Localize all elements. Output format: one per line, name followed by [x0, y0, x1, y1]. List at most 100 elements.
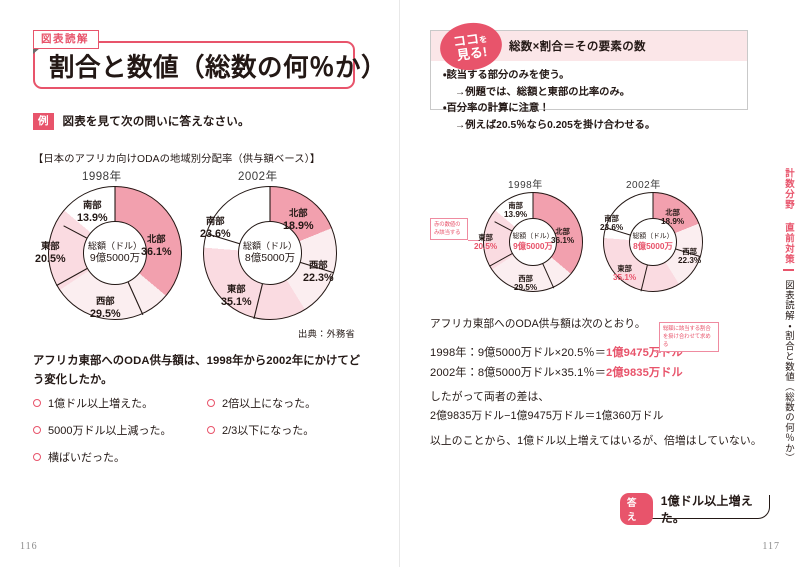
right-charts: 1998年 2002年 赤の数値のみ該当する 総額（ドル） — [430, 176, 770, 316]
conclusion-summary: 以上のことから、1億ドル以上増えてはいるが、倍増はしていない。 — [430, 435, 762, 447]
option-label: 2/3以下になった。 — [222, 425, 315, 437]
side-tab-category: 計数分野 直前対策 — [784, 168, 795, 265]
tip-bullet: ・百分率の計算に注意！ — [443, 103, 550, 115]
chart-year-label-1998: 1998年 — [508, 180, 543, 191]
answer-options: 1億ドル以上増えた。 2倍以上になった。 5000万ドル以上減った。 2/3以下… — [33, 395, 373, 476]
donut-center-label: 総額（ドル） 9億5000万 — [509, 218, 557, 266]
radio-icon[interactable] — [207, 399, 215, 407]
title-tab-label: 図表読解 — [33, 30, 99, 50]
tip-box-body: ・該当する部分のみを使う。 →例題では、総額と東部の比率のみ。 ・百分率の計算に… — [431, 61, 747, 135]
page-spine-divider — [399, 0, 400, 567]
donut-center-line2: 9億5000万 — [89, 252, 141, 265]
tip-box-title: 総数×割合＝その要素の数 — [509, 41, 646, 53]
conclusion-difference: したがって両者の差は、 2億9835万ドル−1億9475万ドル＝1億360万ドル — [430, 388, 664, 425]
donut-center-label: 総額（ドル） 9億5000万 — [83, 221, 147, 285]
right-page: 総数×割合＝その要素の数 ココを 見る! ・該当する部分のみを使う。 →例題では… — [400, 0, 800, 567]
answer-text: 1億ドル以上増えた。 — [660, 494, 754, 525]
option-item[interactable]: 2倍以上になった。 — [207, 395, 316, 411]
segment-label-west: 西部 29.5% — [514, 274, 538, 292]
radio-icon[interactable] — [33, 399, 41, 407]
calc-result: 2億9835万ドル — [606, 366, 683, 379]
option-row: 5000万ドル以上減った。 2/3以下になった。 — [33, 422, 373, 438]
segment-label-south: 南部 23.6% — [200, 216, 231, 240]
option-label: 1億ドル以上増えた。 — [48, 398, 154, 410]
donut-center-line1: 総額（ドル） — [87, 240, 142, 251]
badge-line2: 見る — [455, 44, 484, 63]
annotation-leader-line — [656, 352, 661, 353]
calculation-lead-text: アフリカ東部へのODA供与額は次のとおり。 — [430, 318, 646, 330]
option-item[interactable]: 5000万ドル以上減った。 — [33, 422, 207, 438]
segment-label-east: 東部 35.1% — [221, 284, 252, 308]
segment-label-east-highlighted: 東部 35.1% — [613, 264, 637, 282]
option-row: 横ばいだった。 — [33, 449, 373, 465]
option-item[interactable]: 横ばいだった。 — [33, 449, 207, 465]
segment-label-north: 北部 18.9% — [283, 208, 314, 232]
page-title: 割合と数値（総数の何％か） — [49, 54, 388, 82]
segment-label-south: 南部 13.9% — [77, 200, 108, 224]
conclusion-line-1: したがって両者の差は、 — [430, 391, 550, 403]
donut-chart-1998-annotated: 総額（ドル） 9億5000万 北部 36.1% 西部 29.5% 東部 20.5… — [474, 192, 583, 292]
option-label: 5000万ドル以上減った。 — [48, 425, 172, 437]
left-charts: 1998年 2002年 総額（ドル） 9億5000万 — [33, 168, 363, 333]
segment-label-west: 西部 22.3% — [678, 247, 702, 265]
option-label: 横ばいだった。 — [48, 452, 125, 464]
donut-center-label: 総額（ドル） 8億5000万 — [238, 221, 302, 285]
option-label: 2倍以上になった。 — [222, 398, 317, 410]
chart-caption: 【日本のアフリカ向けODAの地域別分配率（供与額ベース）】 — [33, 154, 321, 165]
segment-label-south: 南部 23.6% — [600, 214, 624, 232]
donut-center-line1: 総額（ドル） — [242, 240, 297, 251]
segment-label-west: 西部 29.5% — [90, 296, 121, 320]
question-text: アフリカ東部へのODA供与額は、1998年から2002年にかけてどう変化したか。 — [33, 355, 361, 387]
tip-bullet: ・該当する部分のみを使う。 — [443, 70, 570, 81]
donut-center-line2-highlighted: 8億5000万 — [633, 241, 673, 252]
side-tab-topic: 図表読解・割合と数値（総数の何％か） — [784, 280, 795, 464]
donut-center-line2: 8億5000万 — [244, 252, 296, 265]
radio-icon[interactable] — [33, 453, 41, 461]
example-row: 例 図表を見て次の問いに答えなさい。 — [33, 113, 250, 130]
look-here-badge-text: ココを 見る! — [452, 31, 489, 63]
calculation-line-2002: 2002年：8億5000万ドル×35.1％＝2億9835万ドル — [430, 364, 683, 384]
segment-label-south: 南部 13.9% — [504, 201, 528, 219]
segment-label-west: 西部 22.3% — [303, 260, 334, 284]
radio-icon[interactable] — [207, 426, 215, 434]
tip-bullet-sub: →例えば20.5％なら0.205を掛け合わせる。 — [455, 120, 656, 132]
calc-expression: 2002年：8億5000万ドル×35.1％＝ — [430, 366, 607, 379]
page-number-left: 116 — [20, 541, 38, 552]
answer-badge: 答え — [620, 493, 653, 525]
side-tab-divider — [783, 269, 794, 271]
chart-year-label-2002: 2002年 — [626, 180, 661, 191]
calc-expression: 1998年：9億5000万ドル×20.5％＝ — [430, 347, 607, 359]
option-row: 1億ドル以上増えた。 2倍以上になった。 — [33, 395, 373, 411]
option-item[interactable]: 2/3以下になった。 — [207, 422, 314, 438]
chart-year-label-1998: 1998年 — [82, 171, 122, 183]
segment-label-north: 北部 36.1% — [141, 234, 172, 258]
annotation-leader-line — [468, 240, 480, 241]
donut-chart-2002-annotated: 総額（ドル） 8億5000万 北部 18.9% 西部 22.3% 東部 35.1… — [600, 192, 703, 292]
left-page: 図表読解 割合と数値（総数の何％か） 例 図表を見て次の問いに答えなさい。 【日… — [20, 30, 388, 552]
calculation-line-1998: 1998年：9億5000万ドル×20.5％＝1億9475万ドル — [430, 344, 683, 364]
chart-year-label-2002: 2002年 — [238, 171, 278, 183]
example-badge: 例 — [33, 113, 54, 130]
answer-box — [622, 495, 770, 519]
title-tab-notch — [33, 47, 40, 54]
side-index-tab: 計数分野 直前対策 図表読解・割合と数値（総数の何％か） — [778, 168, 800, 468]
segment-label-east-highlighted: 東部 20.5% — [474, 233, 498, 251]
radio-icon[interactable] — [33, 426, 41, 434]
calculation-block: 1998年：9億5000万ドル×20.5％＝1億9475万ドル 2002年：8億… — [430, 344, 683, 383]
donut-center-line2-highlighted: 9億5000万 — [513, 241, 553, 252]
segment-label-north: 北部 36.1% — [551, 227, 575, 245]
segment-label-north: 北部 18.9% — [661, 208, 685, 226]
answer-content: 答え 1億ドル以上増えた。 — [620, 492, 770, 526]
segment-label-east: 東部 20.5% — [35, 241, 66, 265]
conclusion-line-2: 2億9835万ドル−1億9475万ドル＝1億360万ドル — [430, 409, 664, 422]
badge-excl: ! — [481, 43, 488, 59]
chart-source: 出典：外務省 — [298, 329, 355, 339]
donut-center-line1: 総額（ドル） — [632, 232, 674, 240]
donut-center-label: 総額（ドル） 8億5000万 — [629, 218, 677, 266]
donut-chart-1998: 総額（ドル） 9億5000万 北部 36.1% 西部 29.5% 東部 20.5… — [35, 186, 182, 320]
example-instruction: 図表を見て次の問いに答えなさい。 — [62, 116, 250, 129]
option-item[interactable]: 1億ドル以上増えた。 — [33, 395, 207, 411]
tip-bullet-sub: →例題では、総額と東部の比率のみ。 — [455, 86, 631, 98]
tip-box: 総数×割合＝その要素の数 ココを 見る! ・該当する部分のみを使う。 →例題では… — [430, 18, 748, 131]
